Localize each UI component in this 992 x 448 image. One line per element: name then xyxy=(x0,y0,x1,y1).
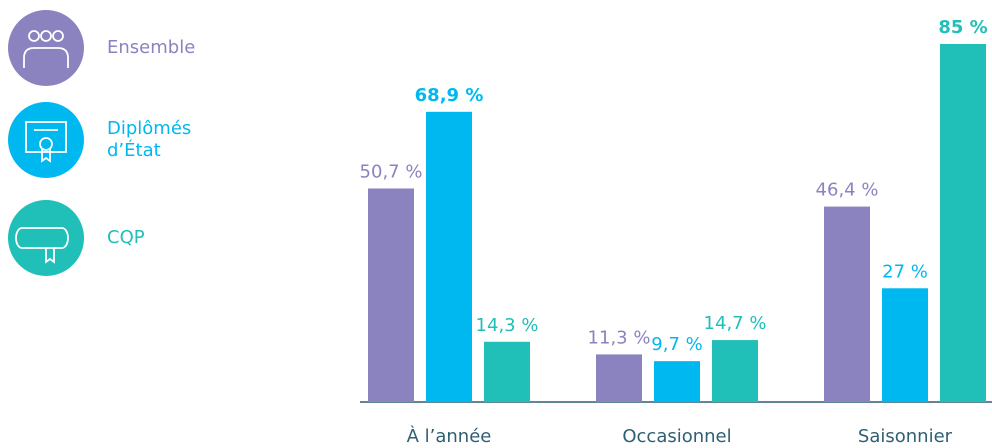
bar xyxy=(596,354,642,402)
bar xyxy=(940,44,986,402)
legend-label: Diplômés d’État xyxy=(107,118,192,161)
icon-part xyxy=(40,30,52,42)
value-label: 14,3 % xyxy=(476,315,539,336)
legend-icon xyxy=(8,10,84,86)
value-label: 85 % xyxy=(938,17,987,38)
legend-circle xyxy=(8,200,84,276)
bar xyxy=(484,341,530,402)
icon-part xyxy=(41,149,51,163)
value-label: 14,7 % xyxy=(704,313,767,334)
bar xyxy=(426,111,472,402)
icon-part xyxy=(52,30,64,42)
value-label: 27 % xyxy=(882,261,928,282)
bar xyxy=(712,340,758,402)
icon-part xyxy=(28,30,40,42)
value-label: 68,9 % xyxy=(415,85,484,106)
value-label: 9,7 % xyxy=(651,334,702,355)
legend-icon xyxy=(8,102,84,178)
legend-icon xyxy=(8,200,84,276)
value-label: 11,3 % xyxy=(588,327,651,348)
x-tick-label: Saisonnier xyxy=(858,426,953,447)
icon-part xyxy=(23,47,69,68)
icon-part xyxy=(39,137,53,151)
bar xyxy=(368,188,414,402)
legend-circle xyxy=(8,102,84,178)
icon-part xyxy=(25,121,67,153)
icon-part xyxy=(15,227,69,249)
legend-label: CQP xyxy=(107,227,145,248)
x-tick-label: Occasionnel xyxy=(622,426,731,447)
bar xyxy=(654,361,700,402)
bar xyxy=(824,206,870,402)
icon-part xyxy=(45,248,55,264)
x-tick-label: À l’année xyxy=(407,425,492,447)
value-label: 50,7 % xyxy=(360,161,423,182)
legend-label: Ensemble xyxy=(107,37,196,58)
value-label: 46,4 % xyxy=(816,180,879,201)
bar xyxy=(882,288,928,402)
